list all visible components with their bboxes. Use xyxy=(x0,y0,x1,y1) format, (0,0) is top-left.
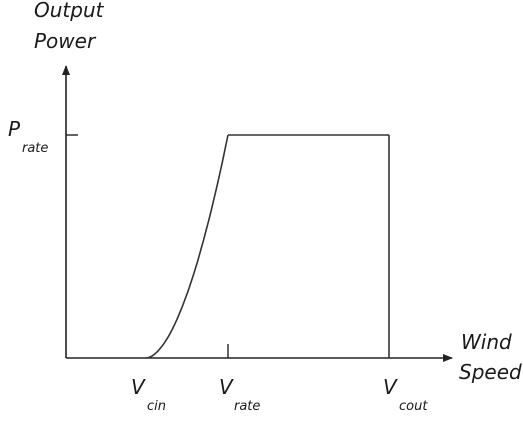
x-tick-label-vrate: V xyxy=(219,375,234,399)
y-tick-label-p: P xyxy=(8,117,21,141)
x-tick-label-vcin: V xyxy=(131,375,146,399)
y-axis-label-line1: Output xyxy=(34,0,105,22)
x-axis-label-line1: Wind xyxy=(461,330,512,354)
x-tick-label-vcout-sub: cout xyxy=(399,399,428,414)
x-tick-label-vrate-sub: rate xyxy=(234,399,260,414)
x-tick-label-vcin-sub: cin xyxy=(147,399,166,414)
x-tick-label-vcout: V xyxy=(383,375,398,399)
y-tick-label-p-sub: rate xyxy=(22,141,48,156)
x-axis-label-line2: Speed xyxy=(459,360,522,384)
y-axis-label-line2: Power xyxy=(34,29,97,53)
power-curve-rise xyxy=(145,134,229,359)
